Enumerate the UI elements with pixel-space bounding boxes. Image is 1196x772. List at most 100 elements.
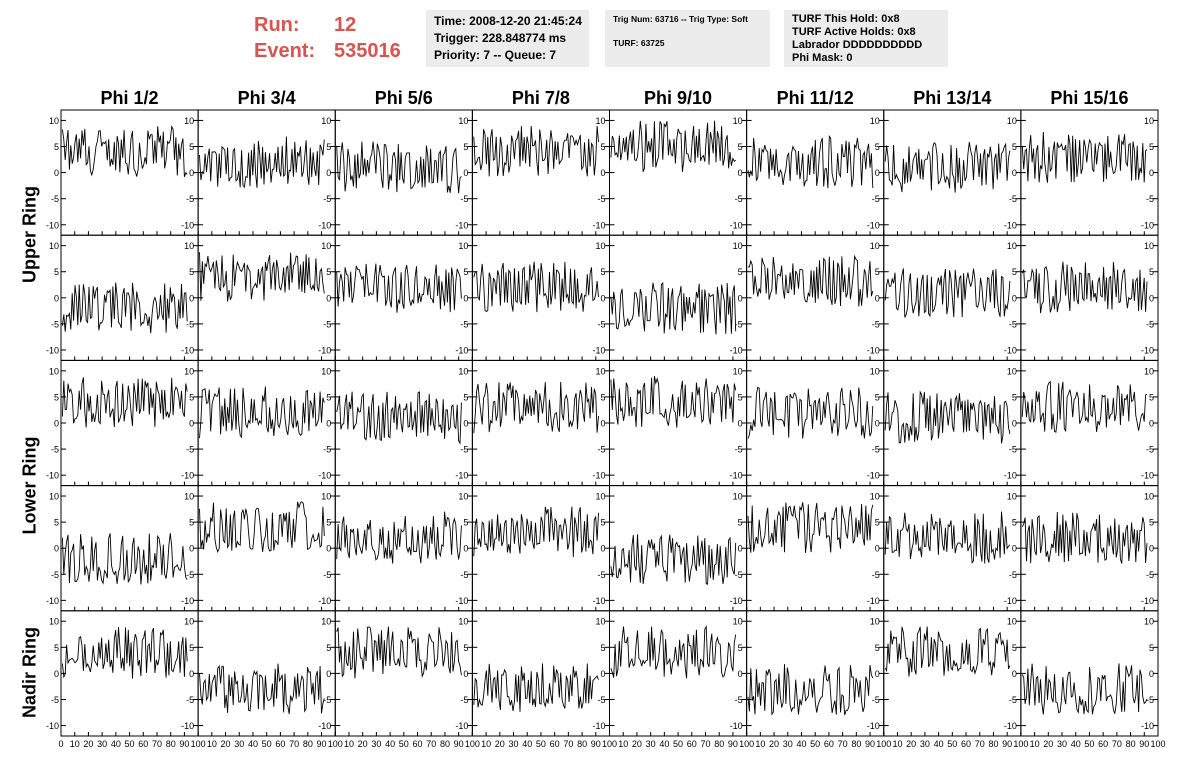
y-tick-label: -10 [46, 220, 59, 230]
x-tick-label: 90 [1139, 739, 1149, 749]
y-tick-label: 10 [49, 366, 59, 376]
y-tick-label: 10 [49, 116, 59, 126]
y-tick-label: 0 [463, 168, 468, 178]
y-tick-label: -10 [318, 471, 331, 481]
trigger-line: Trigger: 228.848774 ms [434, 31, 567, 45]
y-tick-label: 10 [458, 366, 468, 376]
y-tick-label: 10 [321, 241, 331, 251]
x-tick-label: 90 [454, 739, 464, 749]
panel-frame-r4-c4 [609, 610, 748, 737]
panel-frame-r0-c5 [746, 109, 885, 236]
col-header-1: Phi 3/4 [237, 88, 296, 108]
x-tick-label: 10 [755, 739, 765, 749]
y-tick-label: 0 [54, 168, 59, 178]
y-tick-label: 0 [738, 419, 743, 429]
y-tick-label: -10 [1004, 471, 1017, 481]
y-tick-label: 10 [1007, 366, 1017, 376]
y-tick-label: -10 [455, 596, 468, 606]
y-tick-label: 10 [184, 366, 194, 376]
y-tick-label: 5 [326, 518, 331, 528]
x-tick-label: 60 [550, 739, 560, 749]
x-tick-label: 70 [700, 739, 710, 749]
y-tick-label: 0 [326, 669, 331, 679]
y-tick-label: 10 [595, 241, 605, 251]
y-tick-label: -5 [460, 570, 468, 580]
y-tick-label: 5 [600, 643, 605, 653]
y-tick-label: -10 [867, 596, 880, 606]
y-tick-label: 10 [870, 617, 880, 627]
x-tick-label: 20 [221, 739, 231, 749]
y-tick-label: 5 [600, 142, 605, 152]
y-tick-label: -5 [735, 695, 743, 705]
waveform-trace-r3-c6 [884, 511, 1011, 564]
panel-frame-r1-c7 [1020, 234, 1159, 361]
run-row: Run: 12 [254, 12, 401, 38]
waveform-trace-r2-c6 [884, 390, 1011, 444]
y-tick-label: 0 [600, 168, 605, 178]
x-tick-label: 100 [739, 739, 754, 749]
y-tick-label: 0 [54, 293, 59, 303]
y-tick-label: 5 [738, 643, 743, 653]
y-tick-label: -10 [455, 721, 468, 731]
y-tick-label: -10 [318, 596, 331, 606]
x-tick-label: 60 [1098, 739, 1108, 749]
y-tick-label: 10 [595, 492, 605, 502]
y-tick-label: -5 [1146, 570, 1154, 580]
y-tick-label: 0 [189, 544, 194, 554]
waveform-trace-r4-c0 [61, 626, 188, 679]
y-tick-label: 5 [1012, 643, 1017, 653]
y-tick-label: 10 [1007, 241, 1017, 251]
time-info-box: Time: 2008-12-20 21:45:24 Trigger: 228.8… [426, 10, 589, 67]
y-tick-label: 0 [326, 544, 331, 554]
waveform-trace-r2-c0 [61, 377, 188, 428]
y-tick-label: 0 [1149, 544, 1154, 554]
run-label: Run: [254, 14, 300, 36]
y-tick-label: 5 [326, 392, 331, 402]
event-row: Event: 535016 [254, 38, 401, 64]
x-tick-label: 30 [234, 739, 244, 749]
y-tick-label: -10 [1004, 220, 1017, 230]
x-tick-label: 50 [536, 739, 546, 749]
waveform-trace-r3-c4 [610, 534, 737, 585]
panel-frame-r2-c0 [60, 359, 199, 487]
y-tick-label: 0 [189, 293, 194, 303]
col-header-5: Phi 11/12 [776, 88, 854, 108]
y-tick-label: 5 [326, 267, 331, 277]
y-tick-label: -10 [1141, 345, 1154, 355]
y-tick-label: 10 [733, 617, 743, 627]
y-tick-label: 5 [875, 267, 880, 277]
y-tick-label: -10 [318, 220, 331, 230]
y-tick-label: -5 [1009, 445, 1017, 455]
waveform-trace-r1-c7 [1021, 261, 1148, 314]
waveform-trace-r2-c5 [747, 386, 874, 439]
waveform-trace-r4-c5 [747, 664, 874, 716]
y-tick-label: 10 [1007, 617, 1017, 627]
x-tick-label: 50 [262, 739, 272, 749]
x-tick-label: 100 [1150, 739, 1165, 749]
panel-frame-r4-c0 [60, 610, 199, 737]
y-tick-label: 10 [1144, 492, 1154, 502]
x-tick-label: 10 [70, 739, 80, 749]
waveform-trace-r0-c6 [884, 141, 1011, 193]
panel-frame-r4-c3 [471, 610, 610, 737]
x-tick-label: 100 [465, 739, 480, 749]
y-tick-label: 0 [738, 669, 743, 679]
y-tick-label: -5 [735, 445, 743, 455]
y-tick-label: 5 [875, 142, 880, 152]
y-tick-label: -5 [51, 695, 59, 705]
x-tick-label: 20 [769, 739, 779, 749]
col-header-0: Phi 1/2 [100, 88, 159, 108]
x-tick-label: 20 [495, 739, 505, 749]
x-tick-label: 60 [961, 739, 971, 749]
col-header-4: Phi 9/10 [644, 88, 713, 108]
waveform-trace-r1-c0 [61, 282, 188, 334]
y-tick-label: -5 [597, 695, 605, 705]
y-tick-label: 0 [189, 168, 194, 178]
x-tick-label: 50 [399, 739, 409, 749]
y-tick-label: -5 [460, 695, 468, 705]
panel-frame-r4-c1 [197, 610, 336, 737]
y-tick-label: 10 [321, 366, 331, 376]
y-tick-label: -5 [597, 445, 605, 455]
x-tick-label: 70 [838, 739, 848, 749]
y-tick-label: 5 [875, 518, 880, 528]
